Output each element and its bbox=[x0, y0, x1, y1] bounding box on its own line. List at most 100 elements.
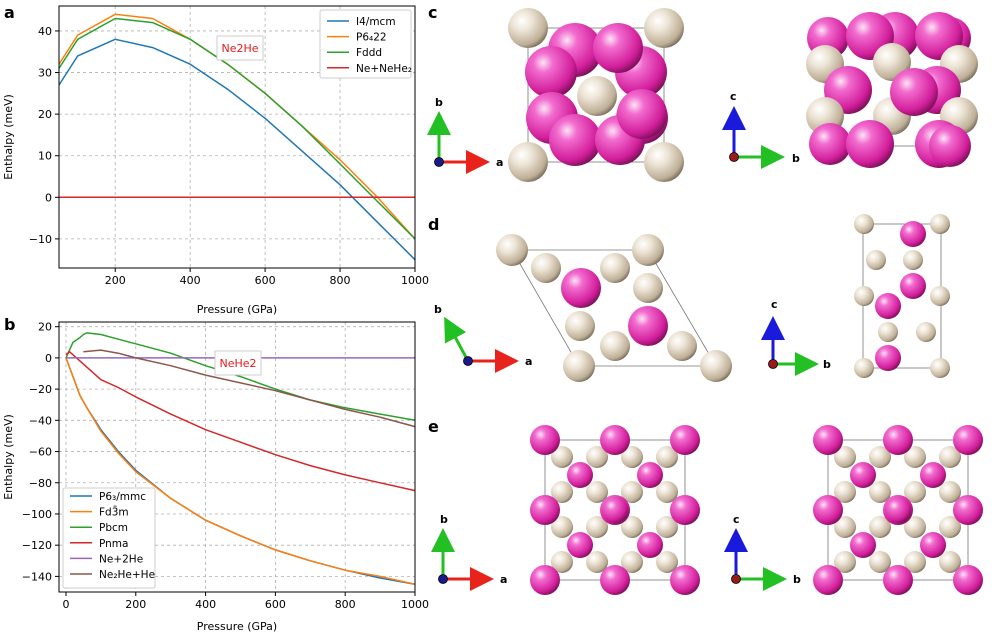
y-tick-label: −60 bbox=[29, 446, 52, 459]
he-atom bbox=[600, 253, 630, 283]
ne-atom bbox=[561, 268, 601, 308]
ticks-b: 0 200 400 600 800 1000−140−120−100−80−60−40−2… bbox=[22, 321, 429, 611]
y-tick-label: 30 bbox=[38, 67, 52, 80]
he-atom bbox=[600, 331, 630, 361]
legend-entry: P6₄22 bbox=[356, 32, 387, 44]
x-axis-label-a: Pressure (GPa) bbox=[197, 303, 277, 316]
he-atom bbox=[531, 253, 561, 283]
axis-triad-c-right: b c bbox=[722, 90, 800, 169]
series-group-b bbox=[65, 332, 416, 585]
y-tick-label: 0 bbox=[45, 191, 52, 204]
axis-triad-d-right: b c bbox=[761, 298, 831, 376]
ne-atom bbox=[525, 46, 577, 98]
b-axis-arrow bbox=[444, 316, 470, 362]
b-axis-label: b bbox=[793, 573, 801, 586]
a-axis-dot bbox=[731, 574, 741, 584]
he-atom bbox=[632, 234, 664, 266]
ne-atom bbox=[617, 89, 667, 139]
y-tick-label: −40 bbox=[29, 414, 52, 427]
legend-entry: Ne₂He+He bbox=[99, 569, 155, 581]
x-tick-label: 800 bbox=[335, 598, 356, 611]
he-atom bbox=[551, 551, 573, 573]
y-axis-label-a: Enthalpy (meV) bbox=[2, 94, 15, 180]
he-atom bbox=[904, 481, 926, 503]
ne-atom bbox=[567, 462, 593, 488]
ne-atom bbox=[530, 425, 560, 455]
ne-atom bbox=[883, 425, 913, 455]
he-atom bbox=[916, 322, 936, 342]
y-tick-label: 40 bbox=[38, 25, 52, 38]
x-tick-label: 400 bbox=[195, 598, 216, 611]
x-tick-label: 400 bbox=[180, 274, 201, 287]
he-atom bbox=[869, 551, 891, 573]
he-atom bbox=[869, 516, 891, 538]
he-atom bbox=[551, 446, 573, 468]
unit-cell-d-right bbox=[862, 223, 942, 369]
series-line-pbcm bbox=[65, 332, 416, 422]
legend-entry: Ne+2He bbox=[99, 553, 143, 565]
he-atom bbox=[904, 516, 926, 538]
he-atom bbox=[586, 481, 608, 503]
ne-atom bbox=[549, 114, 601, 166]
ne-atom bbox=[890, 68, 938, 116]
legend-entry: P6₃/mmc bbox=[99, 491, 146, 503]
he-atom bbox=[621, 446, 643, 468]
ne-atom bbox=[953, 425, 983, 455]
structure-c-left bbox=[508, 8, 684, 182]
panel-label-b: b bbox=[4, 315, 15, 334]
y-tick-label: −80 bbox=[29, 477, 52, 490]
he-atom bbox=[633, 273, 663, 303]
ne-atom bbox=[670, 425, 700, 455]
a-axis-dot bbox=[729, 152, 739, 162]
legend-entry: I4/mcm bbox=[356, 16, 396, 28]
structure-panel-d: d a b bbox=[428, 214, 950, 382]
he-atom bbox=[586, 446, 608, 468]
ne-atom bbox=[809, 123, 851, 165]
he-atom bbox=[930, 214, 950, 234]
x-tick-label: 600 bbox=[265, 598, 286, 611]
y-tick-label: −100 bbox=[22, 508, 52, 521]
y-tick-label: −120 bbox=[22, 539, 52, 552]
he-atom bbox=[854, 214, 874, 234]
y-tick-label: 20 bbox=[38, 321, 52, 334]
he-atom bbox=[644, 142, 684, 182]
axis-triad-d-left: a b bbox=[434, 303, 532, 373]
c-axis-dot bbox=[463, 356, 473, 366]
b-axis-label: b bbox=[823, 358, 831, 371]
ticks-a: 200 400 600 800 1000 −10 0 10 20 30 40 bbox=[29, 25, 429, 287]
ne-atom bbox=[670, 495, 700, 525]
legend-b: P6₃/mmc Fd3̄m Pbcm Pnma Ne+2He Ne₂He+He bbox=[62, 487, 156, 589]
he-atom bbox=[496, 234, 528, 266]
structure-panel-c: c a b bbox=[427, 3, 978, 182]
legend-entry: Fd3̄m bbox=[99, 506, 129, 519]
ne-atom bbox=[900, 273, 926, 299]
plot-frame-b bbox=[58, 321, 416, 593]
y-tick-label: −20 bbox=[29, 383, 52, 396]
ne-atom bbox=[846, 120, 894, 168]
panel-label-d: d bbox=[428, 215, 439, 234]
he-atom bbox=[904, 446, 926, 468]
structure-e-left bbox=[530, 425, 700, 595]
ne-atom bbox=[530, 565, 560, 595]
ne-atom bbox=[953, 495, 983, 525]
annotation-ne2he: Ne2He bbox=[221, 42, 258, 55]
he-atom bbox=[565, 311, 595, 341]
a-axis-label: a bbox=[496, 156, 503, 169]
ne-atom bbox=[875, 345, 901, 371]
he-atom bbox=[930, 286, 950, 306]
b-axis-label: b bbox=[435, 96, 443, 109]
ne-atom bbox=[602, 497, 628, 523]
he-atom bbox=[939, 446, 961, 468]
he-atom bbox=[903, 250, 923, 270]
he-atom bbox=[551, 516, 573, 538]
legend-entry: Pbcm bbox=[99, 522, 128, 534]
he-atom bbox=[656, 481, 678, 503]
c-axis-label: c bbox=[733, 513, 740, 526]
he-atom bbox=[656, 551, 678, 573]
ne-atom bbox=[628, 306, 668, 346]
x-tick-label: 600 bbox=[255, 274, 276, 287]
he-atom bbox=[551, 481, 573, 503]
y-tick-label: 0 bbox=[45, 352, 52, 365]
x-tick-label: 1000 bbox=[401, 598, 429, 611]
he-atom bbox=[869, 446, 891, 468]
